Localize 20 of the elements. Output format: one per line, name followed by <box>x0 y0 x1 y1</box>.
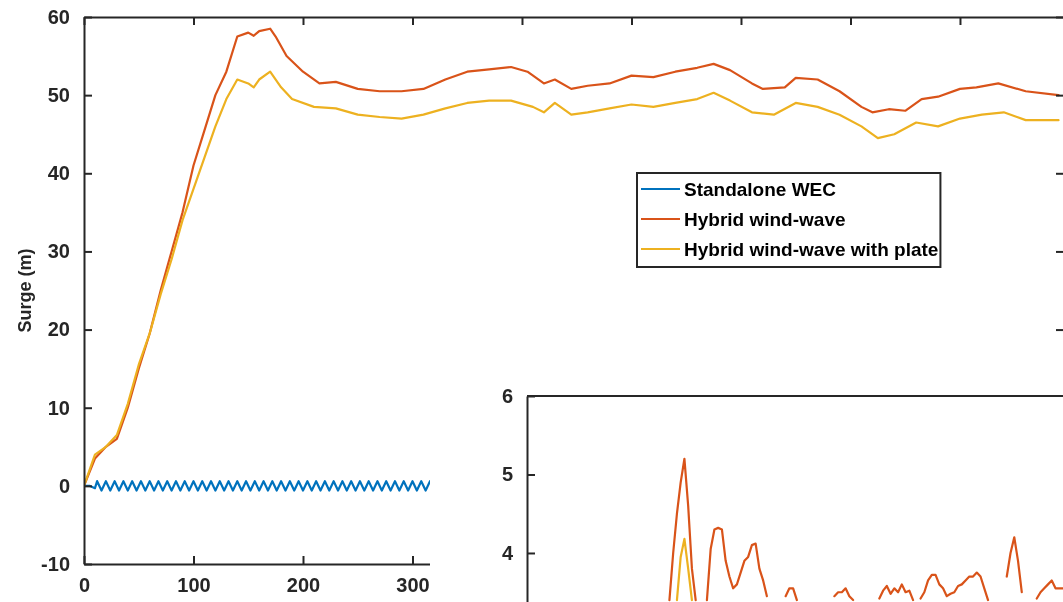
legend-label: Hybrid wind-wave <box>684 209 846 230</box>
y-tick-label: 50 <box>47 84 70 107</box>
y-tick-label: 0 <box>58 474 70 497</box>
y-axis-title: Surge (m) <box>15 248 35 333</box>
y-tick-label: 10 <box>47 396 70 419</box>
y-tick-label: 20 <box>47 318 70 341</box>
y-tick-label: 6 <box>501 384 513 407</box>
x-tick-label: 0 <box>78 574 91 597</box>
y-tick-label: 4 <box>501 541 514 564</box>
line-series <box>675 537 694 602</box>
legend-label: Standalone WEC <box>684 179 837 200</box>
y-tick-label: 30 <box>47 240 70 263</box>
y-tick-label: 5 <box>501 463 513 486</box>
x-tick-label: 100 <box>177 574 211 597</box>
x-tick-label: 200 <box>286 574 321 597</box>
y-tick-label: -10 <box>41 552 70 575</box>
y-tick-label: 60 <box>47 5 70 28</box>
legend-label: Hybrid wind-wave with plate <box>684 239 939 260</box>
y-tick-label: 40 <box>47 162 70 185</box>
x-tick-label: 300 <box>396 574 430 597</box>
